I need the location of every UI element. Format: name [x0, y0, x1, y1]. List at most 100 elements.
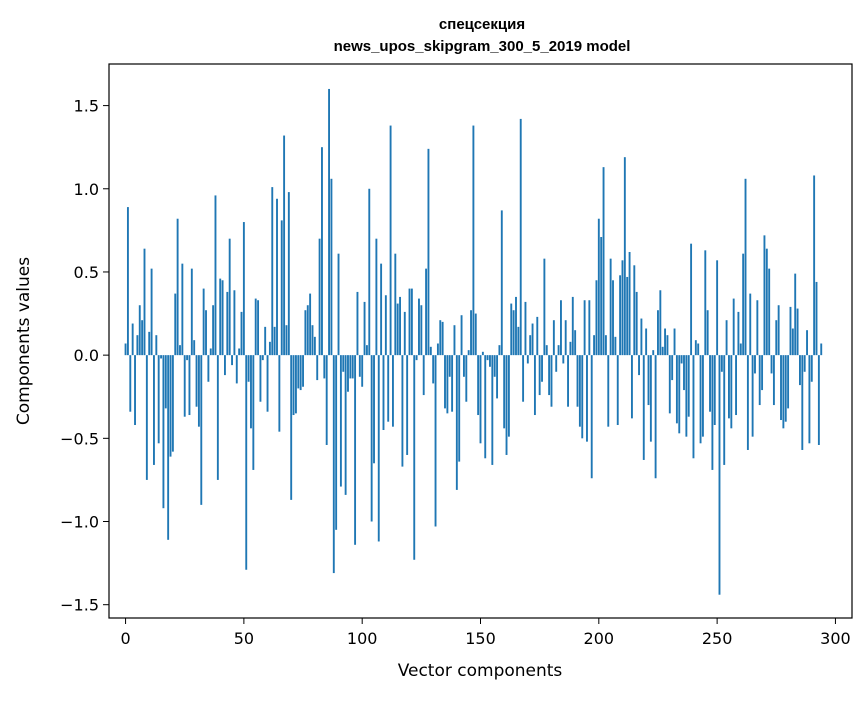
bar-142	[460, 315, 463, 356]
bar-10	[148, 331, 151, 356]
bar-257	[732, 298, 735, 356]
bar-104	[370, 355, 373, 522]
bar-189	[571, 296, 574, 356]
bar-269	[761, 355, 764, 391]
bar-202	[602, 167, 605, 356]
bar-215	[633, 265, 636, 356]
bar-180	[550, 355, 553, 407]
bar-254	[725, 320, 728, 356]
chart-subtitle: news_upos_skipgram_300_5_2019 model	[334, 38, 631, 55]
bar-121	[410, 288, 413, 356]
bar-130	[432, 355, 435, 384]
bar-214	[630, 355, 633, 419]
bar-253	[723, 355, 726, 465]
bar-137	[448, 355, 451, 377]
bar-63	[273, 326, 276, 356]
bar-183	[557, 345, 560, 356]
bar-106	[375, 238, 378, 356]
bar-29	[193, 340, 196, 356]
y-tick-label: −1.0	[60, 513, 99, 532]
bar-216	[635, 291, 638, 356]
bar-203	[604, 335, 607, 356]
bar-196	[588, 300, 591, 356]
bar-238	[687, 355, 690, 417]
bar-78	[309, 293, 312, 356]
bar-212	[626, 276, 629, 356]
bar-73	[297, 355, 300, 389]
bar-1	[126, 207, 129, 356]
bar-135	[444, 355, 446, 409]
bar-204	[607, 355, 610, 427]
bar-80	[313, 336, 316, 356]
bar-199	[595, 280, 598, 356]
bar-3	[131, 323, 134, 356]
bar-117	[401, 355, 404, 467]
x-tick-label: 300	[820, 629, 851, 648]
bar-120	[408, 288, 411, 356]
bar-100	[361, 355, 364, 387]
bar-28	[190, 268, 193, 356]
bar-246	[706, 310, 709, 356]
bar-174	[536, 316, 539, 356]
bar-0	[124, 343, 127, 356]
bar-107	[377, 355, 380, 542]
bar-87	[330, 178, 333, 356]
bar-198	[593, 335, 596, 356]
bar-280	[787, 355, 790, 409]
bar-193	[581, 355, 584, 439]
bar-145	[467, 350, 470, 356]
bar-207	[614, 336, 617, 356]
bar-169	[524, 301, 527, 356]
bar-36	[209, 348, 212, 356]
bar-278	[782, 355, 785, 429]
bar-289	[808, 355, 811, 444]
bar-132	[436, 343, 439, 356]
bar-91	[339, 355, 342, 487]
bar-112	[389, 125, 392, 356]
bar-234	[678, 355, 681, 434]
bar-76	[304, 310, 307, 356]
bar-40	[219, 278, 222, 356]
bar-6	[138, 305, 141, 356]
bar-261	[742, 253, 745, 356]
bar-273	[770, 355, 773, 374]
bar-179	[548, 355, 551, 396]
bar-173	[533, 355, 536, 416]
bar-197	[590, 355, 593, 479]
bar-115	[396, 303, 399, 356]
bar-288	[806, 330, 808, 356]
y-tick-label: 0.0	[74, 346, 99, 365]
bar-159	[500, 210, 503, 356]
bar-242	[697, 343, 700, 356]
bar-263	[746, 355, 749, 450]
bar-162	[507, 355, 510, 437]
bar-192	[578, 355, 581, 427]
bar-178	[545, 345, 548, 356]
bar-240	[692, 355, 695, 459]
bar-251	[718, 355, 721, 595]
y-tick-label: 1.5	[74, 97, 99, 116]
bar-124	[418, 298, 420, 356]
bar-163	[510, 303, 513, 356]
bar-157	[496, 355, 499, 399]
bar-184	[560, 300, 562, 356]
bar-264	[749, 293, 752, 356]
bar-127	[425, 268, 428, 356]
bar-294	[820, 343, 823, 356]
bar-12	[153, 355, 155, 465]
bar-109	[382, 355, 385, 430]
bar-72	[294, 355, 297, 414]
bar-90	[337, 253, 340, 356]
bar-206	[612, 280, 614, 356]
ticks-layer: 0 50 100 150 200 250 300 −1.5 −1.0 −0.5 0.0 0.5 1.0 1…	[60, 97, 851, 648]
bar-86	[328, 88, 330, 356]
bar-39	[216, 355, 219, 480]
bar-217	[638, 355, 640, 376]
bar-191	[576, 355, 579, 407]
bar-233	[675, 355, 678, 424]
bar-55	[254, 298, 257, 356]
bar-258	[735, 355, 737, 416]
plot-frame	[108, 63, 853, 619]
x-tick-label: 150	[465, 629, 496, 648]
